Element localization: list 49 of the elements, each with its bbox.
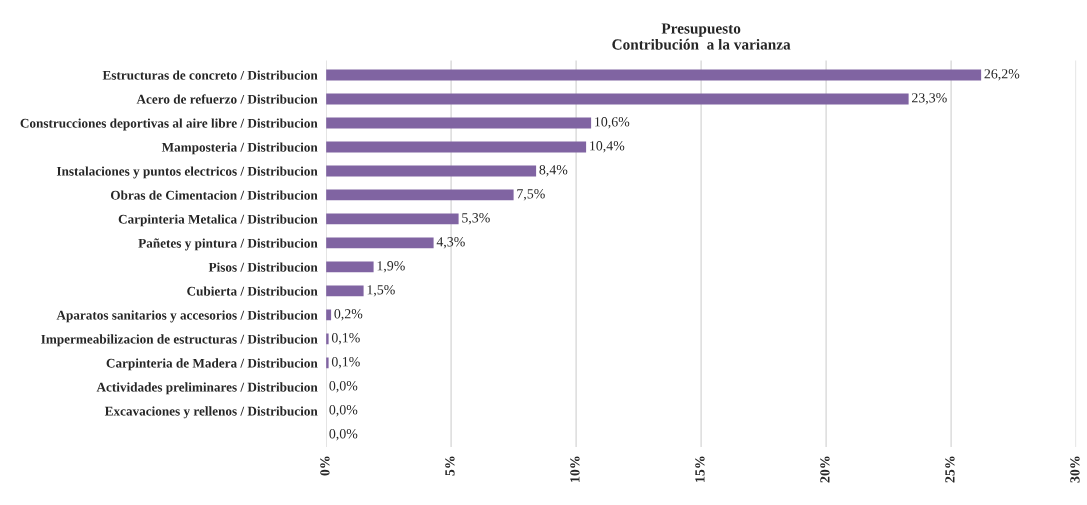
y-tick-label: Actividades preliminares / Distribucion bbox=[96, 382, 318, 395]
bar bbox=[326, 69, 982, 81]
bar bbox=[326, 261, 374, 273]
data-label: 0,1% bbox=[331, 333, 360, 345]
bar bbox=[326, 141, 587, 153]
bar bbox=[326, 285, 364, 297]
data-label: 0,0% bbox=[329, 405, 358, 417]
data-label: 23,3% bbox=[912, 93, 947, 105]
y-tick-label: Excavaciones y rellenos / Distribucion bbox=[104, 406, 318, 419]
bar bbox=[326, 237, 434, 249]
bar bbox=[326, 213, 459, 225]
x-tick-label: 25% bbox=[945, 456, 955, 483]
x-tick-label: 5% bbox=[445, 456, 455, 476]
x-tick-label: 20% bbox=[820, 456, 830, 483]
data-label: 0,2% bbox=[334, 309, 363, 321]
y-tick-label: Mamposteria / Distribucion bbox=[161, 142, 318, 155]
data-label: 4,3% bbox=[436, 237, 465, 249]
data-label: 8,4% bbox=[539, 165, 568, 177]
data-label: 10,6% bbox=[595, 117, 630, 129]
y-tick-label: Impermeabilizacion de estructuras / Distribucion bbox=[41, 334, 318, 347]
data-label: 5,3% bbox=[462, 213, 490, 225]
data-label: 0,1% bbox=[331, 357, 360, 369]
x-tick-label: 10% bbox=[570, 456, 580, 482]
data-label: 26,2% bbox=[984, 69, 1020, 81]
y-tick-label: Pisos / Distribucion bbox=[208, 262, 318, 272]
data-label: 0,0% bbox=[329, 381, 358, 393]
data-label: 0,0% bbox=[329, 429, 358, 441]
y-tick-label: Pañetes y pintura / Distribucion bbox=[138, 238, 318, 251]
y-tick-label: Construcciones deportivas al aire libre / Distribucion bbox=[20, 118, 318, 131]
x-tick-label: 30% bbox=[1070, 456, 1080, 483]
y-tick-label: Aparatos sanitarios y accesorios / Distribucion bbox=[56, 310, 318, 323]
x-tick-label: 15% bbox=[695, 456, 705, 482]
data-label: 10,4% bbox=[590, 141, 625, 153]
bar bbox=[326, 165, 537, 177]
chart-title: Presupuesto Contribución a la varianza bbox=[612, 23, 791, 50]
y-tick-label: Carpinteria de Madera / Distribucion bbox=[106, 358, 318, 371]
data-label: 7,5% bbox=[517, 189, 545, 201]
bar bbox=[326, 189, 514, 201]
x-tick-label: 0% bbox=[320, 456, 330, 476]
y-tick-label: Carpinteria Metalica / Distribucion bbox=[118, 214, 318, 227]
y-tick-label: Cubierta / Distribucion bbox=[187, 286, 318, 296]
bar bbox=[326, 117, 592, 129]
y-tick-label: Obras de Cimentacion / Distribucion bbox=[110, 190, 318, 200]
data-label: 1,9% bbox=[377, 261, 405, 273]
y-tick-label: Instalaciones y puntos electricos / Distribucion bbox=[56, 166, 318, 179]
bar bbox=[326, 93, 909, 105]
data-label: 1,5% bbox=[367, 285, 395, 297]
y-tick-label: Acero de refuerzo / Distribucion bbox=[136, 94, 318, 104]
y-tick-label: Estructuras de concreto / Distribucion bbox=[102, 70, 318, 80]
